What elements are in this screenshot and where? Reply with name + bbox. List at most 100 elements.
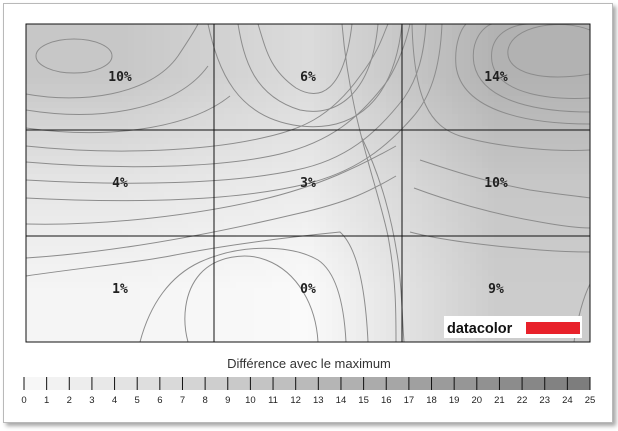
heat-tile (554, 246, 561, 253)
heat-tile (134, 36, 141, 43)
heat-tile (416, 288, 423, 295)
heat-tile (350, 204, 357, 211)
heat-tile (146, 54, 153, 61)
heat-tile (272, 54, 279, 61)
heat-tile (116, 138, 123, 145)
heat-tile (116, 276, 123, 283)
heat-tile (530, 78, 537, 85)
heat-tile (416, 174, 423, 181)
heat-tile (80, 270, 87, 277)
heat-tile (194, 204, 201, 211)
heat-tile (428, 240, 435, 247)
heat-tile (116, 150, 123, 157)
heat-tile (212, 258, 219, 265)
heat-tile (578, 270, 585, 277)
heat-tile (290, 72, 297, 79)
heat-tile (560, 276, 567, 283)
heat-tile (188, 36, 195, 43)
heat-tile (314, 36, 321, 43)
heat-tile (110, 150, 117, 157)
heat-tile (56, 210, 63, 217)
heat-tile (434, 252, 441, 259)
heat-tile (416, 186, 423, 193)
heat-tile (434, 294, 441, 301)
heat-tile (524, 204, 531, 211)
heat-tile (188, 276, 195, 283)
heat-tile (332, 54, 339, 61)
heat-tile (212, 240, 219, 247)
heat-tile (74, 270, 81, 277)
heat-tile (134, 102, 141, 109)
heat-tile (578, 102, 585, 109)
heat-tile (476, 150, 483, 157)
heat-tile (152, 264, 159, 271)
heat-tile (560, 36, 567, 43)
heat-tile (164, 312, 171, 319)
heat-tile (308, 102, 315, 109)
heat-tile (122, 306, 129, 313)
heat-tile (74, 282, 81, 289)
heat-tile (92, 276, 99, 283)
heat-tile (374, 264, 381, 271)
heat-tile (32, 156, 39, 163)
heat-tile (242, 30, 249, 37)
heat-tile (392, 198, 399, 205)
heat-tile (494, 294, 501, 301)
heat-tile (56, 90, 63, 97)
heat-tile (200, 246, 207, 253)
heat-tile (158, 216, 165, 223)
heat-tile (566, 252, 573, 259)
heat-tile (146, 258, 153, 265)
heat-tile (518, 90, 525, 97)
heat-tile (458, 240, 465, 247)
heat-tile (188, 108, 195, 115)
heat-tile (542, 240, 549, 247)
heat-tile (320, 318, 327, 325)
heat-tile (170, 168, 177, 175)
heat-tile (500, 186, 507, 193)
heat-tile (470, 336, 477, 342)
heat-tile (374, 222, 381, 229)
heat-tile (386, 156, 393, 163)
heat-tile (140, 78, 147, 85)
heat-tile (488, 150, 495, 157)
heat-tile (254, 336, 261, 342)
heat-tile (56, 306, 63, 313)
heat-tile (56, 282, 63, 289)
heat-tile (32, 198, 39, 205)
heat-tile (206, 66, 213, 73)
heat-tile (428, 300, 435, 307)
heat-tile (278, 222, 285, 229)
heat-tile (530, 276, 537, 283)
heat-tile (86, 198, 93, 205)
heat-tile (488, 336, 495, 342)
heat-tile (332, 216, 339, 223)
heat-tile (158, 150, 165, 157)
heat-tile (488, 258, 495, 265)
heat-tile (140, 108, 147, 115)
heat-tile (92, 222, 99, 229)
heat-tile (410, 90, 417, 97)
heat-tile (50, 234, 57, 241)
heat-tile (86, 270, 93, 277)
heat-tile (476, 174, 483, 181)
heat-tile (446, 48, 453, 55)
heat-tile (440, 42, 447, 49)
heat-tile (38, 108, 45, 115)
heat-tile (410, 156, 417, 163)
heat-tile (548, 150, 555, 157)
heat-tile (290, 306, 297, 313)
heat-tile (212, 294, 219, 301)
heat-tile (452, 72, 459, 79)
heat-tile (296, 330, 303, 337)
heat-tile (428, 198, 435, 205)
heat-tile (104, 72, 111, 79)
heat-tile (392, 156, 399, 163)
heat-tile (38, 42, 45, 49)
heat-tile (140, 168, 147, 175)
heat-tile (134, 282, 141, 289)
heat-tile (350, 228, 357, 235)
heat-tile (452, 114, 459, 121)
heat-tile (464, 186, 471, 193)
heat-tile (260, 60, 267, 67)
